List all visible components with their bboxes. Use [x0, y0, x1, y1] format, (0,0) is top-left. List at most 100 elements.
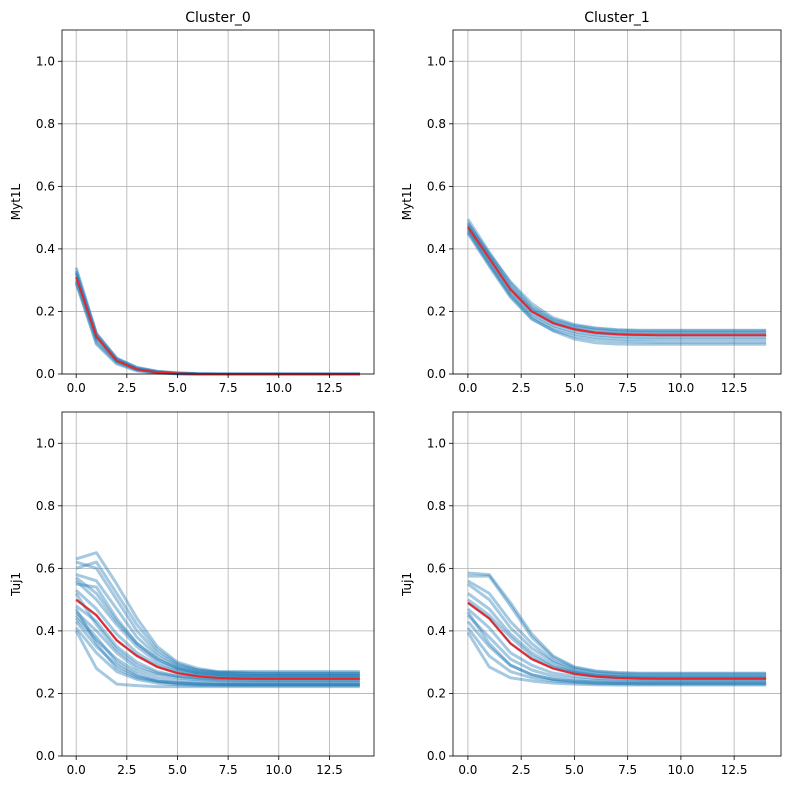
trace-line [75, 617, 360, 685]
trace-line [466, 620, 767, 685]
x-tick-label: 12.5 [721, 763, 748, 777]
axes-frame [61, 29, 375, 375]
trace-line [75, 604, 360, 682]
trace-line [75, 579, 360, 678]
y-tick-label: 0.2 [36, 304, 55, 318]
x-tick-label: 7.5 [219, 763, 238, 777]
trace-line [466, 631, 767, 687]
y-tick-label: 0.8 [36, 117, 55, 131]
trace-line [75, 551, 360, 674]
y-tick-label: 0.2 [427, 304, 446, 318]
x-tick-label: 5.0 [168, 381, 187, 395]
x-tick-label: 2.5 [117, 381, 136, 395]
trace-line [75, 560, 360, 675]
x-tick-label: 12.5 [721, 381, 748, 395]
trace-line [466, 232, 767, 344]
trace-line [466, 230, 767, 346]
y-tick-label: 0.6 [36, 179, 55, 193]
axes-frame [61, 411, 375, 757]
y-tick-label: 0.4 [427, 624, 446, 638]
trace-line [75, 620, 360, 687]
subplot-1: 0.0 2.5 5.0 7.5 10.0 12.5 0.0 0.2 0.4 0.6 0.8 1.0 Cl… [400, 10, 782, 395]
trace-line [75, 626, 360, 688]
trace-line [466, 221, 767, 334]
mean-line [467, 226, 767, 337]
y-axis-label: Tuj1 [9, 572, 23, 597]
x-tick-label: 7.5 [618, 381, 637, 395]
trace-line [466, 614, 767, 683]
trace-line [75, 573, 360, 676]
y-axis-label: Tuj1 [400, 572, 414, 597]
trace-line [466, 227, 767, 339]
trace-line [74, 271, 360, 376]
trace-line [75, 560, 360, 675]
mean-line [75, 598, 360, 680]
axes-frame [452, 29, 782, 375]
trace-line [466, 223, 767, 332]
trace-line [74, 630, 360, 689]
trace-line [466, 229, 767, 341]
trace-line [467, 571, 767, 675]
x-tick-label: 0.0 [458, 381, 477, 395]
x-tick-label: 5.0 [168, 763, 187, 777]
trace-line [467, 574, 767, 676]
subplot-title: Cluster_1 [584, 10, 650, 26]
trace-line [467, 582, 767, 679]
y-axis-label: Myt1L [400, 183, 414, 220]
y-tick-label: 1.0 [427, 436, 446, 450]
y-tick-label: 0.8 [427, 117, 446, 131]
subplot-title: Cluster_0 [185, 10, 251, 26]
y-tick-label: 0.0 [427, 367, 446, 381]
y-tick-label: 0.2 [36, 686, 55, 700]
trace-line [75, 582, 360, 677]
x-tick-label: 2.5 [117, 763, 136, 777]
y-tick-label: 0.0 [36, 367, 55, 381]
y-tick-label: 0.6 [427, 561, 446, 575]
trace-line [75, 611, 360, 683]
trace-line [466, 611, 767, 685]
y-tick-label: 0.8 [427, 499, 446, 513]
axes-frame [452, 411, 782, 757]
y-tick-label: 0.4 [36, 242, 55, 256]
trace-line [467, 579, 767, 677]
trace-line [466, 626, 767, 686]
x-tick-label: 5.0 [565, 381, 584, 395]
trace-line [467, 598, 767, 679]
y-tick-label: 0.4 [36, 624, 55, 638]
trace-line [466, 607, 767, 682]
y-tick-label: 1.0 [427, 54, 446, 68]
x-tick-label: 12.5 [316, 381, 343, 395]
y-tick-label: 0.6 [427, 179, 446, 193]
x-tick-label: 0.0 [67, 763, 86, 777]
x-tick-label: 10.0 [265, 381, 292, 395]
x-tick-label: 10.0 [265, 763, 292, 777]
x-tick-label: 2.5 [512, 381, 531, 395]
y-tick-label: 0.4 [427, 242, 446, 256]
trace-line [75, 614, 360, 686]
x-tick-label: 0.0 [458, 763, 477, 777]
y-tick-label: 0.2 [427, 686, 446, 700]
x-tick-label: 7.5 [618, 763, 637, 777]
trace-line [466, 224, 767, 336]
trace-line [75, 589, 360, 679]
y-tick-label: 0.0 [36, 749, 55, 763]
x-tick-label: 0.0 [67, 381, 86, 395]
y-axis-label: Myt1L [9, 183, 23, 220]
x-tick-label: 12.5 [316, 763, 343, 777]
x-tick-label: 7.5 [219, 381, 238, 395]
trace-line [466, 218, 767, 333]
x-tick-label: 5.0 [565, 763, 584, 777]
subplot-2: 0.0 2.5 5.0 7.5 10.0 12.5 0.0 0.2 0.4 0.6 0.8 1.0 Tu… [9, 411, 375, 777]
x-tick-label: 10.0 [668, 381, 695, 395]
x-tick-label: 2.5 [512, 763, 531, 777]
mean-line [467, 601, 767, 680]
trace-line [75, 576, 360, 678]
y-tick-label: 0.0 [427, 749, 446, 763]
subplot-0: 0.0 2.5 5.0 7.5 10.0 12.5 0.0 0.2 0.4 0.6 0.8 1.0 Cl… [9, 10, 375, 395]
y-tick-label: 0.6 [36, 561, 55, 575]
y-tick-label: 0.8 [36, 499, 55, 513]
y-tick-label: 1.0 [36, 436, 55, 450]
subplot-3: 0.0 2.5 5.0 7.5 10.0 12.5 0.0 0.2 0.4 0.6 0.8 1.0 Tu… [400, 411, 782, 777]
trace-line [466, 226, 767, 337]
